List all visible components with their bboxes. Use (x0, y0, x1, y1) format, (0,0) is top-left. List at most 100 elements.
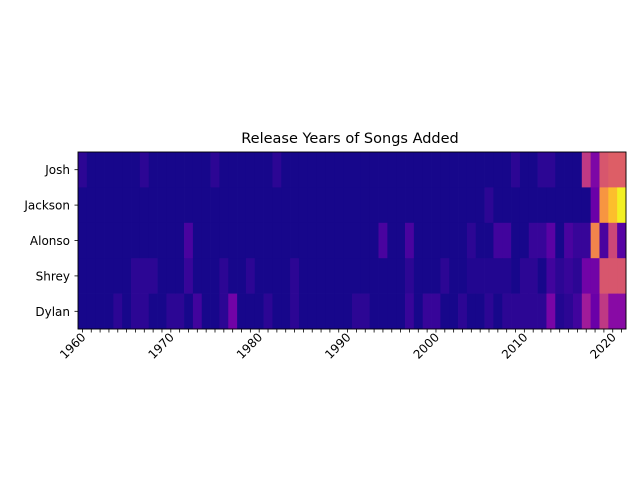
heatmap-cell (449, 187, 459, 224)
heatmap-cell (122, 222, 132, 259)
heatmap-cell (537, 293, 547, 330)
heatmap-cell (502, 222, 512, 259)
heatmap-cell (237, 293, 247, 330)
heatmap-cell (475, 293, 485, 330)
heatmap-cell (166, 152, 176, 188)
heatmap-cell (139, 222, 150, 259)
heatmap-cell (537, 152, 547, 188)
heatmap-cell (175, 187, 185, 224)
heatmap-cell (458, 293, 468, 330)
heatmap-cell (564, 187, 574, 224)
heatmap-cell (113, 187, 123, 224)
heatmap-cell (219, 152, 229, 188)
heatmap-cell (572, 258, 583, 294)
heatmap-cell (122, 293, 132, 330)
heatmap-cell (493, 152, 503, 188)
heatmap-cell (413, 258, 424, 294)
heatmap-cell (431, 187, 441, 224)
heatmap-cell (254, 222, 264, 259)
heatmap-cell (104, 293, 114, 330)
heatmap-cell (95, 152, 105, 188)
y-axis: Josh Jackson Alonso Shrey Dylan (23, 163, 78, 319)
heatmap-cell (440, 222, 450, 259)
heatmap-cell (122, 152, 132, 188)
heatmap-cell (343, 293, 353, 330)
heatmap-cell (113, 152, 123, 188)
heatmap-cell (104, 258, 114, 294)
heatmap-cell (511, 293, 521, 330)
heatmap-cell (254, 152, 264, 188)
heatmap-cell (228, 222, 238, 259)
heatmap-cell (458, 222, 468, 259)
heatmap-cell (502, 293, 512, 330)
heatmap-cell (387, 152, 397, 188)
heatmap-cell (493, 293, 503, 330)
heatmap-cell (590, 222, 600, 259)
heatmap-cell (334, 258, 344, 294)
heatmap-cell (131, 258, 141, 294)
heatmap-cell (86, 187, 97, 224)
heatmap-cell (192, 187, 203, 224)
heatmap-cell (502, 258, 512, 294)
heatmap-cell (493, 258, 503, 294)
heatmap-cell (219, 293, 229, 330)
heatmap-cell (617, 152, 627, 188)
heatmap-cell (484, 258, 494, 294)
heatmap-cell (281, 293, 291, 330)
heatmap-cell (95, 222, 105, 259)
heatmap-cell (581, 258, 591, 294)
heatmap-cell (396, 187, 406, 224)
heatmap-cell (484, 152, 494, 188)
heatmap-cell (201, 293, 211, 330)
heatmap-cell (608, 258, 618, 294)
heatmap-cell (572, 152, 583, 188)
heatmap-cell (95, 187, 105, 224)
heatmap-cell (86, 152, 97, 188)
heatmap-cell (298, 152, 309, 188)
heatmap-cell (352, 258, 362, 294)
heatmap-cell (148, 293, 158, 330)
heatmap-cell (493, 222, 503, 259)
heatmap-cell (378, 258, 388, 294)
heatmap-cell (228, 187, 238, 224)
heatmap-cell (290, 187, 300, 224)
heatmap-cell (387, 222, 397, 259)
heatmap-cell (290, 222, 300, 259)
heatmap-cell (369, 293, 379, 330)
heatmap-cell (166, 187, 176, 224)
heatmap-cell (237, 187, 247, 224)
heatmap-cell (466, 222, 477, 259)
heatmap-cell (210, 258, 220, 294)
heatmap-cell (422, 152, 432, 188)
heatmap-cell (546, 187, 556, 224)
heatmap-cell (237, 258, 247, 294)
heatmap-cell (599, 152, 609, 188)
heatmap-cell (139, 258, 150, 294)
heatmap-cell (175, 258, 185, 294)
heatmap-cell (387, 258, 397, 294)
heatmap-cell (396, 293, 406, 330)
heatmap-cell (281, 222, 291, 259)
heatmap-cell (528, 293, 538, 330)
heatmap-cell (290, 258, 300, 294)
heatmap-cell (325, 258, 335, 294)
heatmap-cell (475, 187, 485, 224)
heatmap-cell (519, 152, 530, 188)
heatmap-cell (369, 258, 379, 294)
heatmap-cell (502, 152, 512, 188)
heatmap-cell (148, 222, 158, 259)
heatmap-cell (175, 293, 185, 330)
heatmap-cell (475, 258, 485, 294)
heatmap-cell (184, 152, 194, 188)
heatmap-cell (184, 258, 194, 294)
heatmap-cell (590, 187, 600, 224)
heatmap-cell (511, 222, 521, 259)
heatmap-cell (564, 152, 574, 188)
heatmap-cell (298, 222, 309, 259)
heatmap-cell (413, 187, 424, 224)
chart-title: Release Years of Songs Added (241, 131, 459, 147)
heatmap-cell (449, 222, 459, 259)
heatmap-cell (298, 258, 309, 294)
heatmap-cell (537, 187, 547, 224)
heatmap-cell (254, 187, 264, 224)
